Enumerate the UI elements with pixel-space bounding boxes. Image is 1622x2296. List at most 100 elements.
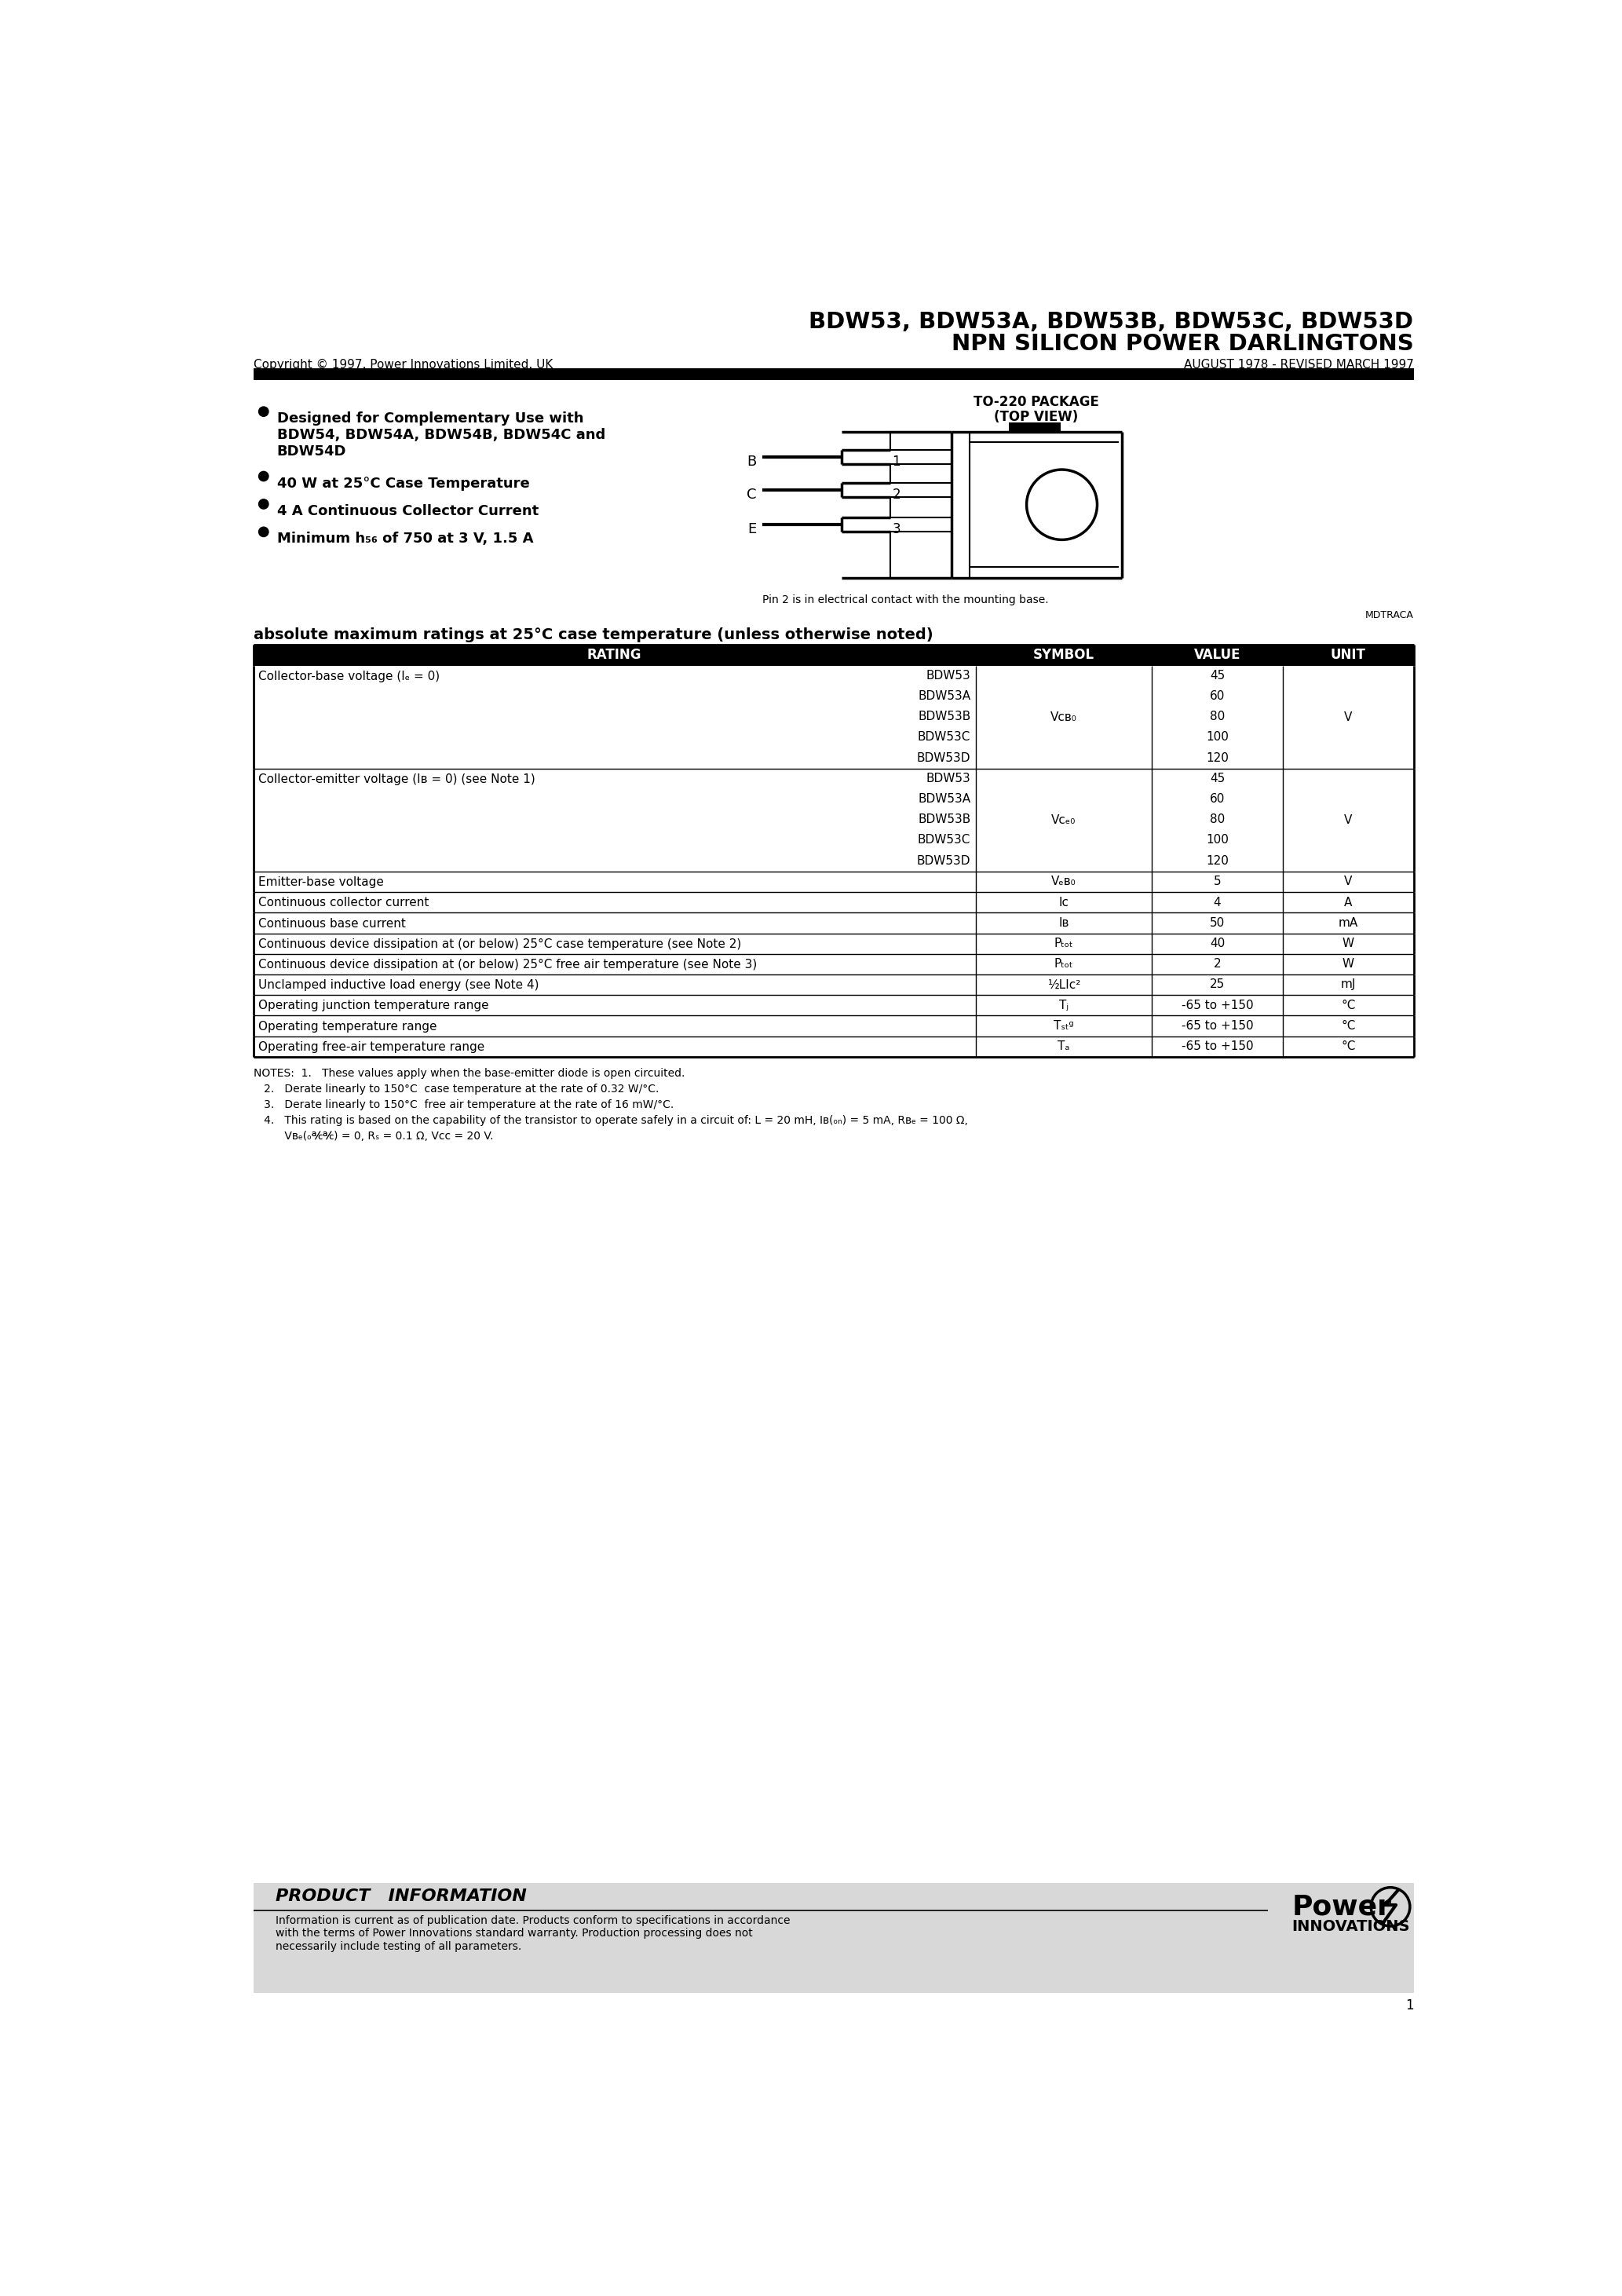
Text: W: W — [1343, 957, 1354, 969]
Text: °C: °C — [1341, 999, 1356, 1010]
Text: 100: 100 — [1207, 833, 1229, 845]
Text: Collector-base voltage (Iₑ = 0): Collector-base voltage (Iₑ = 0) — [258, 670, 440, 682]
Text: A: A — [1345, 895, 1353, 909]
Text: Collector-emitter voltage (Iʙ = 0) (see Note 1): Collector-emitter voltage (Iʙ = 0) (see … — [258, 774, 535, 785]
Text: 2: 2 — [1213, 957, 1221, 969]
Text: 120: 120 — [1207, 854, 1229, 866]
Text: 45: 45 — [1210, 670, 1225, 682]
Text: Vₑʙ₀: Vₑʙ₀ — [1051, 875, 1075, 889]
Text: 3: 3 — [892, 523, 900, 537]
Bar — [253, 1883, 1413, 1993]
Text: 40 W at 25°C Case Temperature: 40 W at 25°C Case Temperature — [277, 475, 530, 491]
Text: Pin 2 is in electrical contact with the mounting base.: Pin 2 is in electrical contact with the … — [762, 595, 1049, 606]
Circle shape — [260, 528, 269, 537]
Text: Power: Power — [1291, 1894, 1392, 1919]
Text: Tₛₜᵍ: Tₛₜᵍ — [1054, 1019, 1074, 1031]
Bar — [253, 645, 1413, 666]
Text: W: W — [1343, 937, 1354, 948]
Text: 1: 1 — [892, 455, 900, 468]
Bar — [1009, 422, 1061, 432]
Text: Pₜₒₜ: Pₜₒₜ — [1054, 937, 1074, 948]
Text: Continuous device dissipation at (or below) 25°C free air temperature (see Note : Continuous device dissipation at (or bel… — [258, 960, 757, 971]
Text: Vᴄʙ₀: Vᴄʙ₀ — [1051, 712, 1077, 723]
Text: 1: 1 — [1405, 2000, 1413, 2014]
Text: 80: 80 — [1210, 712, 1225, 723]
Text: V: V — [1345, 815, 1353, 827]
Text: BDW53D: BDW53D — [916, 854, 970, 866]
Text: 60: 60 — [1210, 792, 1225, 806]
Text: Continuous device dissipation at (or below) 25°C case temperature (see Note 2): Continuous device dissipation at (or bel… — [258, 939, 741, 951]
Text: mJ: mJ — [1340, 978, 1356, 990]
Text: Emitter-base voltage: Emitter-base voltage — [258, 877, 384, 889]
Text: 50: 50 — [1210, 916, 1225, 930]
Text: °C: °C — [1341, 1040, 1356, 1052]
Text: UNIT: UNIT — [1330, 647, 1366, 661]
Text: RATING: RATING — [587, 647, 642, 661]
Text: Designed for Complementary Use with
BDW54, BDW54A, BDW54B, BDW54C and
BDW54D: Designed for Complementary Use with BDW5… — [277, 411, 605, 459]
Text: INNOVATIONS: INNOVATIONS — [1291, 1919, 1410, 1933]
Text: Minimum h₅₆ of 750 at 3 V, 1.5 A: Minimum h₅₆ of 750 at 3 V, 1.5 A — [277, 533, 534, 546]
Text: Iʙ: Iʙ — [1059, 916, 1069, 930]
Text: NPN SILICON POWER DARLINGTONS: NPN SILICON POWER DARLINGTONS — [952, 333, 1413, 356]
Text: Vʙₑ(ₒ℀℀) = 0, Rₛ = 0.1 Ω, Vᴄᴄ = 20 V.: Vʙₑ(ₒ℀℀) = 0, Rₛ = 0.1 Ω, Vᴄᴄ = 20 V. — [253, 1130, 493, 1141]
Text: -65 to +150: -65 to +150 — [1181, 999, 1254, 1010]
Text: NOTES:  1.   These values apply when the base-emitter diode is open circuited.: NOTES: 1. These values apply when the ba… — [253, 1068, 684, 1079]
Text: Continuous collector current: Continuous collector current — [258, 898, 428, 909]
Text: -65 to +150: -65 to +150 — [1181, 1019, 1254, 1031]
Circle shape — [260, 471, 269, 482]
Text: Operating temperature range: Operating temperature range — [258, 1019, 436, 1033]
Text: PRODUCT   INFORMATION: PRODUCT INFORMATION — [276, 1890, 527, 1903]
Text: B: B — [746, 455, 756, 468]
Text: V: V — [1345, 875, 1353, 889]
Text: Information is current as of publication date. Products conform to specification: Information is current as of publication… — [276, 1915, 790, 1952]
Text: 120: 120 — [1207, 753, 1229, 765]
Text: °C: °C — [1341, 1019, 1356, 1031]
Text: 3.   Derate linearly to 150°C  free air temperature at the rate of 16 mW/°C.: 3. Derate linearly to 150°C free air tem… — [253, 1100, 673, 1109]
Circle shape — [260, 406, 269, 416]
Text: -65 to +150: -65 to +150 — [1181, 1040, 1254, 1052]
Bar — [253, 367, 1413, 381]
Text: Tⱼ: Tⱼ — [1059, 999, 1069, 1010]
Text: BDW53A: BDW53A — [918, 792, 970, 806]
Text: Copyright © 1997, Power Innovations Limited, UK: Copyright © 1997, Power Innovations Limi… — [253, 358, 553, 370]
Text: Continuous base current: Continuous base current — [258, 918, 406, 930]
Text: Operating free-air temperature range: Operating free-air temperature range — [258, 1040, 485, 1054]
Text: 80: 80 — [1210, 813, 1225, 827]
Text: BDW53B: BDW53B — [918, 813, 970, 827]
Text: V: V — [1345, 712, 1353, 723]
Text: 25: 25 — [1210, 978, 1225, 990]
Text: AUGUST 1978 - REVISED MARCH 1997: AUGUST 1978 - REVISED MARCH 1997 — [1184, 358, 1413, 370]
Text: Vᴄₑ₀: Vᴄₑ₀ — [1051, 815, 1075, 827]
Text: Pₜₒₜ: Pₜₒₜ — [1054, 957, 1074, 969]
Text: (TOP VIEW): (TOP VIEW) — [994, 409, 1079, 425]
Text: BDW53: BDW53 — [926, 771, 970, 785]
Text: BDW53C: BDW53C — [918, 732, 970, 744]
Text: mA: mA — [1338, 916, 1358, 930]
Text: BDW53: BDW53 — [926, 670, 970, 682]
Text: ½LIᴄ²: ½LIᴄ² — [1048, 978, 1080, 990]
Text: 5: 5 — [1213, 875, 1221, 889]
Text: BDW53, BDW53A, BDW53B, BDW53C, BDW53D: BDW53, BDW53A, BDW53B, BDW53C, BDW53D — [809, 310, 1413, 333]
Circle shape — [260, 498, 269, 510]
Text: BDW53A: BDW53A — [918, 691, 970, 703]
Text: VALUE: VALUE — [1194, 647, 1241, 661]
Text: 45: 45 — [1210, 771, 1225, 785]
Text: 40: 40 — [1210, 937, 1225, 948]
Text: Operating junction temperature range: Operating junction temperature range — [258, 999, 488, 1013]
Text: MDTRACA: MDTRACA — [1366, 611, 1413, 620]
Text: 4 A Continuous Collector Current: 4 A Continuous Collector Current — [277, 505, 539, 519]
Text: 2.   Derate linearly to 150°C  case temperature at the rate of 0.32 W/°C.: 2. Derate linearly to 150°C case tempera… — [253, 1084, 659, 1095]
Text: 2: 2 — [892, 489, 900, 503]
Text: SYMBOL: SYMBOL — [1033, 647, 1095, 661]
Text: TO-220 PACKAGE: TO-220 PACKAGE — [973, 395, 1100, 409]
Text: BDW53B: BDW53B — [918, 712, 970, 723]
Text: E: E — [748, 523, 756, 537]
Text: BDW53C: BDW53C — [918, 833, 970, 845]
Text: absolute maximum ratings at 25°C case temperature (unless otherwise noted): absolute maximum ratings at 25°C case te… — [253, 627, 933, 643]
Text: Tₐ: Tₐ — [1058, 1040, 1071, 1052]
Text: 4: 4 — [1213, 895, 1221, 909]
Text: Iᴄ: Iᴄ — [1059, 895, 1069, 909]
Text: BDW53D: BDW53D — [916, 753, 970, 765]
Text: 60: 60 — [1210, 691, 1225, 703]
Text: 4.   This rating is based on the capability of the transistor to operate safely : 4. This rating is based on the capabilit… — [253, 1116, 968, 1125]
